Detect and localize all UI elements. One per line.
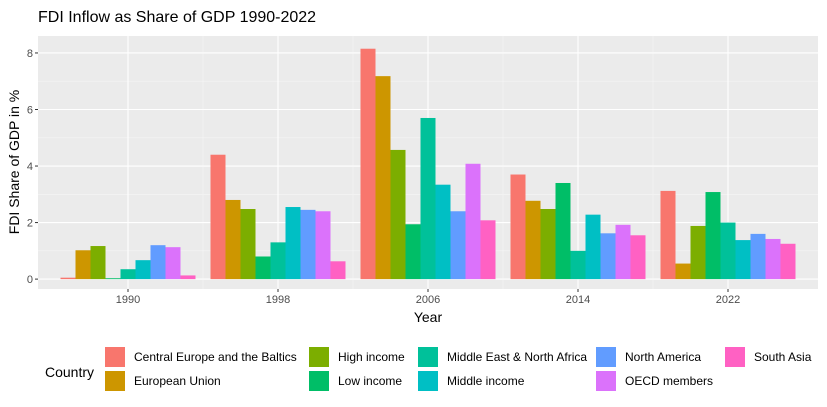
bar: [105, 278, 121, 280]
bar: [390, 149, 406, 280]
bar: [285, 207, 301, 280]
bar: [480, 220, 496, 280]
chart-title: FDI Inflow as Share of GDP 1990-2022: [38, 9, 316, 26]
legend-label: OECD members: [625, 374, 713, 388]
bar: [705, 192, 721, 280]
bar: [750, 233, 766, 280]
legend-label: North America: [625, 350, 701, 364]
bar: [120, 269, 136, 280]
legend-label: South Asia: [754, 350, 812, 364]
bar: [75, 250, 91, 280]
bar: [300, 209, 316, 280]
y-axis-title: FDI Share of GDP in %: [6, 90, 22, 234]
legend-label: Central Europe and the Baltics: [134, 350, 297, 364]
legend-key: [309, 371, 329, 391]
bar: [735, 240, 751, 280]
bar: [375, 76, 391, 280]
bar: [420, 117, 436, 280]
bar: [780, 243, 796, 280]
bar: [660, 190, 676, 280]
bar: [210, 154, 226, 280]
bar: [150, 245, 166, 280]
legend-key: [418, 347, 438, 367]
bar: [360, 48, 376, 280]
bar: [510, 174, 526, 280]
legend-title: Country: [45, 364, 94, 380]
legend-label: Low income: [338, 374, 402, 388]
bar: [225, 199, 241, 280]
legend-key: [596, 371, 616, 391]
bar: [135, 260, 151, 280]
bar: [525, 200, 541, 280]
bars: [60, 48, 796, 280]
legend-label: European Union: [134, 374, 221, 388]
legend-label: Middle East & North Africa: [447, 350, 587, 364]
y-tick-label: 2: [27, 218, 33, 230]
legend-key: [418, 371, 438, 391]
bar: [720, 222, 736, 280]
legend-key: [309, 347, 329, 367]
x-tick-label: 2022: [716, 294, 740, 306]
bar: [690, 225, 706, 280]
bar: [465, 163, 481, 280]
x-tick-label: 1998: [266, 294, 290, 306]
legend-key: [725, 347, 745, 367]
bar: [675, 263, 691, 280]
y-tick-label: 8: [27, 48, 33, 60]
bar: [450, 211, 466, 280]
bar: [255, 256, 271, 280]
bar: [405, 224, 421, 280]
bar: [600, 233, 616, 280]
bar: [615, 224, 631, 280]
bar: [765, 238, 781, 280]
x-tick-label: 2006: [416, 294, 440, 306]
x-tick-label: 1990: [116, 294, 140, 306]
x-tick-label: 2014: [566, 294, 590, 306]
y-axis: 0 2 4 6 8: [27, 48, 38, 286]
legend-label: Middle income: [447, 374, 525, 388]
bar: [165, 247, 181, 280]
bar: [555, 182, 571, 280]
y-tick-label: 0: [27, 274, 33, 286]
bar: [90, 246, 106, 280]
legend-key: [105, 347, 125, 367]
bar: [180, 275, 196, 280]
legend-key: [105, 371, 125, 391]
bar: [435, 184, 451, 280]
y-tick-label: 4: [27, 161, 33, 173]
x-axis: 1990 1998 2006 2014 2022: [116, 289, 740, 306]
legend-label: High income: [338, 350, 405, 364]
legend-key: [596, 347, 616, 367]
bar: [330, 261, 346, 280]
bar: [540, 209, 556, 280]
bar: [585, 214, 601, 280]
bar: [270, 242, 286, 280]
bar: [570, 250, 586, 280]
bar: [60, 277, 76, 280]
bar: [630, 235, 646, 280]
legend: Central Europe and the Baltics European U…: [105, 347, 812, 391]
x-axis-title: Year: [414, 309, 443, 325]
bar: [315, 211, 331, 280]
bar: [240, 209, 256, 280]
y-tick-label: 6: [27, 104, 33, 116]
